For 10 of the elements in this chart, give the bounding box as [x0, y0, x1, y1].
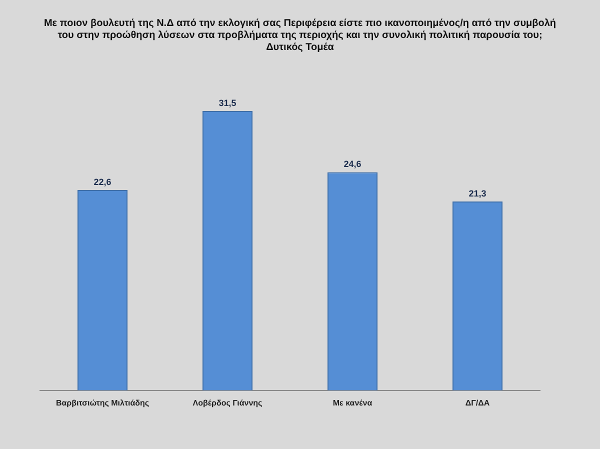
chart-title: Με ποιον βουλευτή της Ν.Δ από την εκλογική σας Περιφέρεια είστε πιο ικανοποιημένος/η από την συμβολή του στην προώθηση λύσεων στα προβλήματα της περιοχής και την συνολική πολιτική παρουσία του; [42, 18, 558, 42]
x-tick-label: Με κανένα [332, 398, 372, 408]
data-label: 31,5 [218, 98, 236, 108]
data-label: 22,6 [94, 176, 112, 187]
x-tick-label: ΔΓ/ΔΑ [465, 398, 490, 408]
x-tick-label: Λοβέρδος Γιάννης [192, 398, 262, 408]
data-label: 24,6 [344, 159, 362, 170]
chart-subtitle: Δυτικός Τομέα [265, 42, 335, 54]
x-tick-label: Βαρβιτσιώτης Μιλτιάδης [56, 398, 150, 408]
data-label: 21,3 [468, 188, 486, 198]
